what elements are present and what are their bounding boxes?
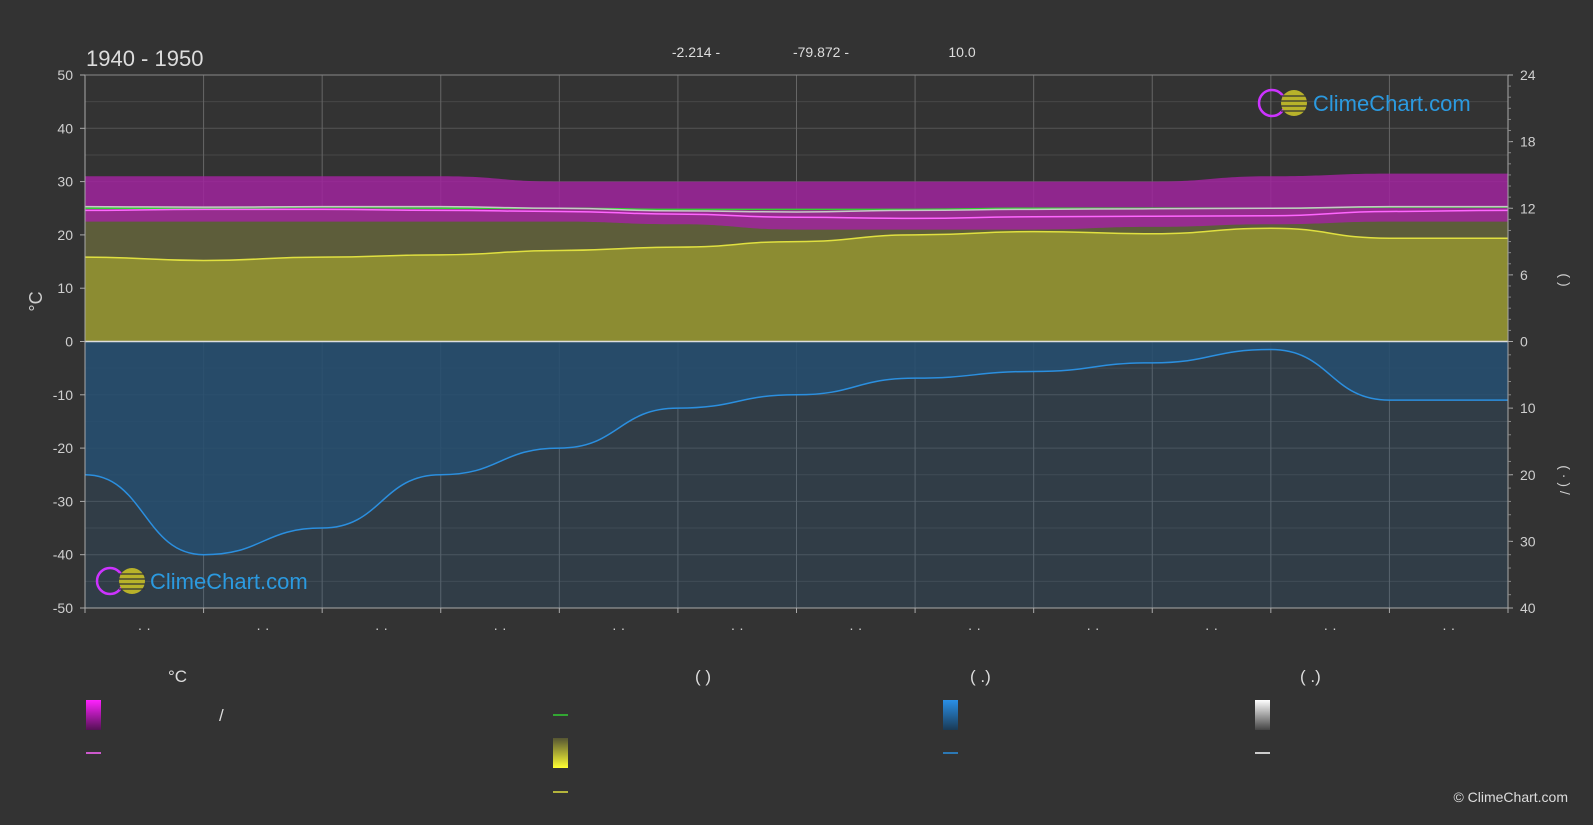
logo-icon xyxy=(95,566,145,596)
x-tick-label: · · xyxy=(968,620,981,636)
legend-col2-header: ( ) xyxy=(695,667,711,686)
longitude-label: -79.872 - xyxy=(793,44,849,60)
logo-text: ClimeChart.com xyxy=(1313,91,1471,116)
x-tick-label: · · xyxy=(849,620,862,636)
x-tick-label: · · xyxy=(1324,620,1337,636)
period-title: 1940 - 1950 xyxy=(86,46,203,71)
legend-col3-header: ( .) xyxy=(970,667,991,686)
right-bottom-tick-label: 30 xyxy=(1520,533,1536,549)
right-bottom-tick-label: 10 xyxy=(1520,400,1536,416)
chart-bands xyxy=(85,173,1508,608)
logo-text: ClimeChart.com xyxy=(150,569,308,594)
right-top-tick-label: 18 xyxy=(1520,134,1536,150)
legend-col1-header: °C xyxy=(168,667,187,686)
x-tick-label: · · xyxy=(731,620,744,636)
x-tick-label: · · xyxy=(375,620,388,636)
precip-field xyxy=(85,341,1508,608)
right-top-tick-label: 24 xyxy=(1520,67,1536,83)
legend-swatch-precip xyxy=(943,700,958,730)
left-tick-label: 40 xyxy=(57,120,73,136)
sunshine-line xyxy=(84,227,1508,262)
temp-range-band xyxy=(85,173,1508,230)
logo-icon xyxy=(1257,88,1307,118)
legend-swatch-temp-range xyxy=(86,700,101,730)
left-tick-label: -20 xyxy=(53,440,73,456)
left-tick-label: 0 xyxy=(65,334,73,350)
temp-mean-line xyxy=(84,208,1509,220)
x-tick-label: · · xyxy=(1205,620,1218,636)
sunshine-area xyxy=(85,228,1508,342)
x-tick-label: · · xyxy=(612,620,625,636)
right-top-axis-label: ( ) xyxy=(1557,273,1573,286)
left-tick-label: 10 xyxy=(57,280,73,296)
x-tick-label: · · xyxy=(1086,620,1099,636)
left-tick-label: 50 xyxy=(57,67,73,83)
chart-lines xyxy=(84,205,1509,556)
left-tick-label: -50 xyxy=(53,600,73,616)
legend-slash: / xyxy=(219,706,224,725)
legend-swatch-snow xyxy=(1255,700,1270,730)
legend-swatch-sunshine xyxy=(553,738,568,768)
left-tick-label: -40 xyxy=(53,547,73,563)
left-tick-label: -10 xyxy=(53,387,73,403)
precip-area xyxy=(85,341,1508,555)
right-top-tick-label: 0 xyxy=(1520,334,1528,350)
right-top-tick-label: 12 xyxy=(1520,200,1536,216)
latitude-label: -2.214 - xyxy=(672,44,721,60)
logo-bottom[interactable]: ClimeChart.com xyxy=(95,566,308,596)
temp-max-line xyxy=(84,205,1508,213)
right-top-tick-label: 6 xyxy=(1520,267,1528,283)
elevation-label: 10.0 xyxy=(948,44,975,60)
x-tick-label: · · xyxy=(138,620,151,636)
copyright: © ClimeChart.com xyxy=(1453,789,1568,805)
left-tick-label: -30 xyxy=(53,493,73,509)
right-bottom-tick-label: 40 xyxy=(1520,600,1536,616)
x-tick-label: · · xyxy=(256,620,269,636)
legend: °C ( ) ( .) ( .) / xyxy=(86,667,1321,793)
logo-top[interactable]: ClimeChart.com xyxy=(1257,88,1471,118)
left-tick-label: 30 xyxy=(57,174,73,190)
right-bottom-tick-label: 20 xyxy=(1520,467,1536,483)
right-bottom-axis-label: ( · ) / xyxy=(1557,465,1573,495)
precip-line xyxy=(84,348,1508,556)
x-tick-label: · · xyxy=(1442,620,1455,636)
x-tick-label: · · xyxy=(493,620,506,636)
left-axis-label: °C xyxy=(26,291,46,311)
legend-col4-header: ( .) xyxy=(1300,667,1321,686)
chart-axes: 50 40 30 20 10 0 -10 -20 -30 -40 -50 °C 24 18 12 6 0 10 20… xyxy=(26,67,1573,636)
left-tick-label: 20 xyxy=(57,227,73,243)
